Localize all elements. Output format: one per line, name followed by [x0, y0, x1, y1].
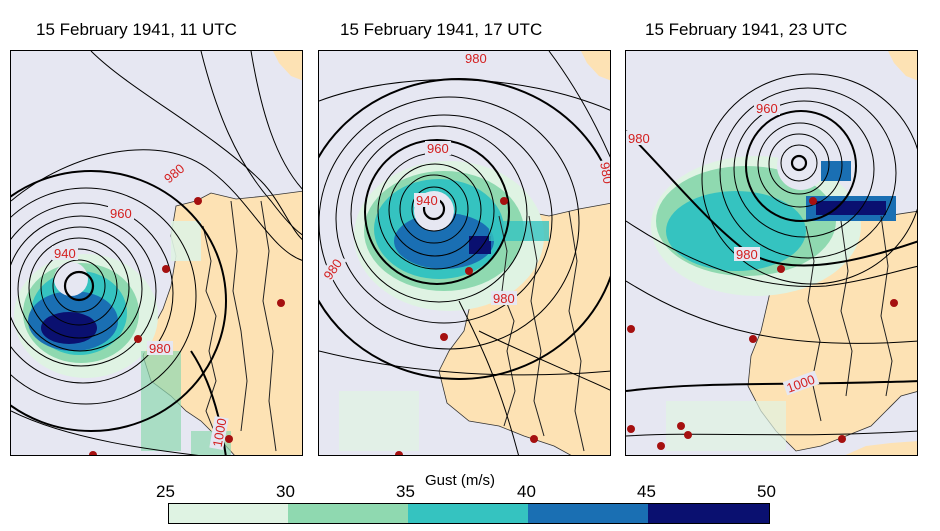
country-borders — [805, 215, 893, 422]
isobar-label: 980 — [149, 341, 171, 356]
isobar-label: 960 — [110, 206, 132, 221]
colorbar-title: Gust (m/s) — [425, 472, 495, 489]
stations — [89, 197, 285, 455]
map-panel-11utc: 940 960 980 980 1000 — [10, 50, 303, 456]
panel-title-3: 15 February 1941, 23 UTC — [645, 20, 848, 39]
isobar-label: 960 — [427, 141, 449, 156]
colorbar-segment-25-30 — [168, 503, 288, 524]
isobar-label: 980 — [465, 51, 487, 66]
isobars — [626, 73, 917, 437]
colorbar-tick-30: 30 — [276, 482, 295, 501]
colorbar-segment-45-50 — [648, 503, 770, 524]
isobar-label: 940 — [54, 246, 76, 261]
panel-title-2: 15 February 1941, 17 UTC — [340, 20, 543, 39]
isobar-label: 980 — [597, 161, 611, 185]
isobar-labels: 980 960 940 980 980 980 — [319, 51, 611, 306]
isobar-label: 940 — [416, 193, 438, 208]
gust-field — [14, 221, 231, 455]
colorbar-tick-40: 40 — [517, 482, 536, 501]
colorbar-segment-30-35 — [288, 503, 408, 524]
colorbar-tick-50: 50 — [757, 482, 776, 501]
isobar-label: 980 — [736, 247, 758, 262]
land-africa — [845, 441, 917, 455]
map-svg-17utc: 980 960 940 980 980 980 — [319, 51, 611, 455]
colorbar-tick-45: 45 — [637, 482, 656, 501]
land-north-coast — [581, 51, 610, 81]
isobars — [319, 51, 610, 455]
stations — [627, 197, 898, 450]
panel-title-1: 15 February 1941, 11 UTC — [36, 20, 237, 39]
land-north-coast — [273, 51, 302, 81]
map-svg-23utc: 960 980 980 1000 — [626, 51, 917, 455]
isobar-label: 980 — [628, 131, 650, 146]
colorbar-tick-25: 25 — [156, 482, 175, 501]
isobar-label: 1000 — [210, 417, 230, 448]
colorbar-segment-40-45 — [528, 503, 648, 524]
map-panel-23utc: 960 980 980 1000 — [625, 50, 918, 456]
land-north-coast — [888, 51, 917, 81]
country-borders — [202, 200, 277, 452]
colorbar-tick-35: 35 — [396, 482, 415, 501]
isobar-label: 980 — [493, 291, 515, 306]
stations — [395, 197, 538, 455]
gust-field — [651, 142, 896, 451]
map-panel-17utc: 980 960 940 980 980 980 — [318, 50, 611, 456]
isobars — [11, 51, 302, 455]
gust-field — [339, 161, 549, 451]
map-svg-11utc: 940 960 980 980 1000 — [11, 51, 302, 455]
colorbar-segment-35-40 — [408, 503, 528, 524]
isobar-label: 960 — [756, 101, 778, 116]
isobar-labels: 960 980 980 1000 — [626, 101, 820, 396]
